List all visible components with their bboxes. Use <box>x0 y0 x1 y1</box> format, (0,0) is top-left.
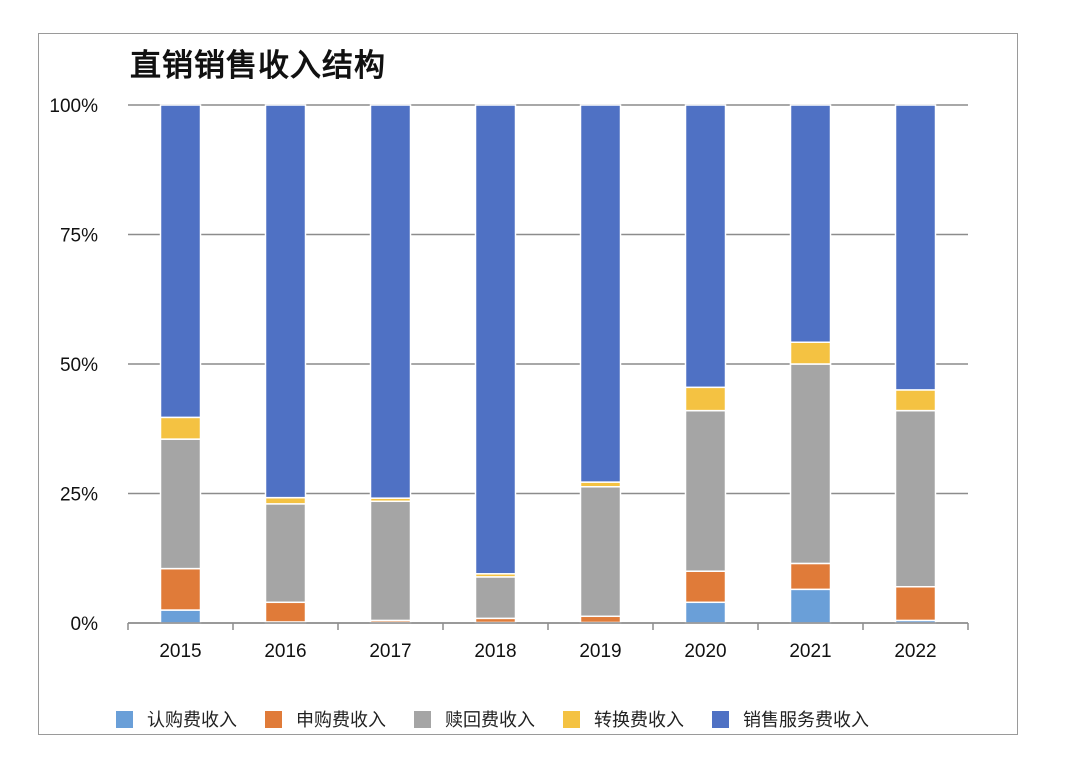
bar-segment <box>474 576 517 620</box>
y-tick-label: 0% <box>71 614 99 635</box>
bar-segment <box>894 585 937 622</box>
y-axis-ticks: 0% 25% 50% 75% 100% <box>49 96 98 635</box>
legend-item: 认购费收入 <box>116 706 237 732</box>
legend-swatch <box>414 710 431 728</box>
bar-segment <box>579 615 622 624</box>
bar-segment <box>684 386 727 412</box>
legend-swatch <box>116 710 133 728</box>
bar-segment <box>789 363 832 565</box>
bar-segment <box>684 409 727 572</box>
bar-segment <box>159 609 202 624</box>
x-tick-label: 2016 <box>264 641 306 662</box>
chart-frame <box>38 33 1018 735</box>
bar-stack-2016 <box>264 104 307 624</box>
legend-swatch <box>712 710 729 728</box>
x-axis-ticks: 2015 2016 2017 2018 2019 2020 2021 2022 <box>127 622 969 662</box>
bar-segment <box>474 104 517 575</box>
legend-label: 赎回费收入 <box>445 710 535 731</box>
x-tick-label: 2022 <box>894 641 936 662</box>
bar-segment <box>789 562 832 591</box>
legend-swatch <box>265 710 282 728</box>
bars <box>159 104 937 624</box>
bar-segment <box>894 104 937 391</box>
bar-stack-2022 <box>894 104 937 624</box>
bar-stack-2020 <box>684 104 727 624</box>
bar-segment <box>369 104 412 499</box>
gridlines <box>128 104 968 624</box>
bar-segment <box>579 486 622 618</box>
y-tick-label: 25% <box>60 485 98 506</box>
legend-label: 销售服务费收入 <box>743 710 869 731</box>
x-tick-label: 2015 <box>159 641 201 662</box>
y-tick-label: 50% <box>60 355 98 376</box>
bar-segment <box>684 570 727 604</box>
legend-item: 赎回费收入 <box>414 706 535 732</box>
bar-stack-2015 <box>159 104 202 624</box>
legend-label: 申购费收入 <box>296 710 386 731</box>
legend-item: 销售服务费收入 <box>712 706 869 732</box>
bar-stack-2021 <box>789 104 832 624</box>
bar-stack-2019 <box>579 104 622 624</box>
bar-segment <box>369 500 412 622</box>
bar-segment <box>264 503 307 604</box>
bar-segment <box>789 588 832 624</box>
bar-segment <box>579 104 622 483</box>
bar-stack-2018 <box>474 104 517 624</box>
bar-segment <box>789 104 832 343</box>
y-tick-label: 75% <box>60 226 98 247</box>
chart-title: 直销销售收入结构 <box>130 48 386 84</box>
bar-segment <box>159 104 202 419</box>
x-tick-label: 2020 <box>684 641 726 662</box>
bar-segment <box>159 438 202 570</box>
bar-segment <box>894 389 937 412</box>
bar-segment <box>159 567 202 611</box>
bar-segment <box>684 601 727 624</box>
x-tick-label: 2019 <box>579 641 621 662</box>
legend-item: 转换费收入 <box>563 706 684 732</box>
legend-item: 申购费收入 <box>265 706 386 732</box>
bar-stack-2017 <box>369 104 412 624</box>
legend: 认购费收入 申购费收入 赎回费收入 转换费收入 销售服务费收入 <box>116 706 897 732</box>
x-tick-label: 2017 <box>369 641 411 662</box>
bar-segment <box>264 601 307 623</box>
x-tick-label: 2018 <box>474 641 516 662</box>
bar-segment <box>789 341 832 365</box>
x-tick-label: 2021 <box>789 641 831 662</box>
bar-segment <box>894 409 937 588</box>
legend-label: 认购费收入 <box>147 710 237 731</box>
legend-label: 转换费收入 <box>594 710 684 731</box>
bar-segment <box>684 104 727 389</box>
bar-segment <box>264 104 307 499</box>
bar-segment <box>159 416 202 440</box>
bar-segment <box>264 496 307 505</box>
y-tick-label: 100% <box>49 96 98 117</box>
legend-swatch <box>563 710 580 728</box>
